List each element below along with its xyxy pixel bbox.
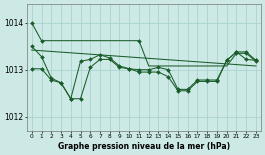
X-axis label: Graphe pression niveau de la mer (hPa): Graphe pression niveau de la mer (hPa) — [58, 142, 230, 151]
